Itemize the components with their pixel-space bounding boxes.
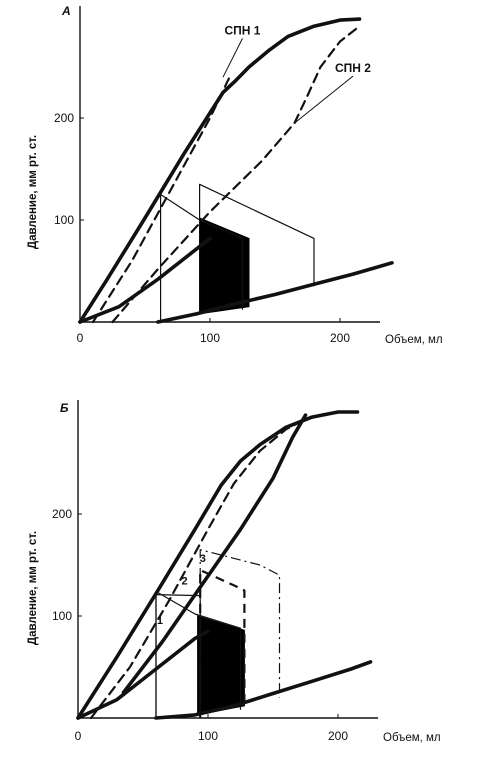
filled-area-stroke-work-filled: [199, 217, 250, 315]
y-tick-label: 100: [52, 609, 72, 623]
x-tick-label: 100: [198, 729, 218, 743]
annotation-label: СПН 2: [335, 61, 371, 75]
series-line-espvr-c: [121, 413, 308, 695]
pv-loop-loop-2: [199, 568, 246, 718]
pv-loop-loop-1: [199, 183, 315, 314]
panel-a: А 0 100 200 100 200 Объем, мл Давление, мм рт. …: [27, 4, 443, 346]
annotation-leader: [294, 75, 354, 124]
x-tick-label: 0: [75, 729, 82, 743]
y-tick-label: 200: [54, 111, 74, 125]
annotation-label: 1: [157, 615, 163, 627]
panel-label: Б: [60, 401, 69, 415]
x-tick-label: 100: [200, 331, 220, 345]
x-tick-label: 0: [77, 331, 84, 345]
annotation-label: СПН 1: [225, 23, 261, 37]
series-line-espvr-control: [78, 17, 362, 324]
x-axis-label: Объем, мл: [385, 334, 443, 346]
x-tick-label: 200: [330, 331, 350, 345]
series-line-espvr-1: [91, 76, 231, 324]
series-line-edpvr: [154, 660, 373, 720]
x-axis-label: Объем, мл: [383, 732, 441, 744]
annotation-label: 2: [182, 575, 188, 587]
filled-area-stroke-work-filled: [197, 615, 245, 716]
y-axis-label: Давление, мм рт. ст.: [27, 135, 39, 249]
series-line-preload-line: [78, 236, 212, 324]
panel-label: А: [61, 4, 71, 18]
x-tick-label: 200: [328, 729, 348, 743]
annotation-label: 3: [200, 553, 206, 565]
y-tick-label: 200: [52, 507, 72, 521]
series-line-espvr-b: [89, 418, 307, 720]
annotation-leader: [222, 38, 243, 78]
panel-b: Б 0 100 200 100 200 Объем, мл Давление, мм рт. …: [27, 400, 441, 744]
series-line-espvr-a: [76, 410, 360, 720]
series-line-preload-line: [76, 629, 210, 720]
series-line-edpvr: [156, 260, 394, 324]
y-tick-label: 100: [54, 213, 74, 227]
y-axis-label: Давление, мм рт. ст.: [27, 531, 39, 645]
